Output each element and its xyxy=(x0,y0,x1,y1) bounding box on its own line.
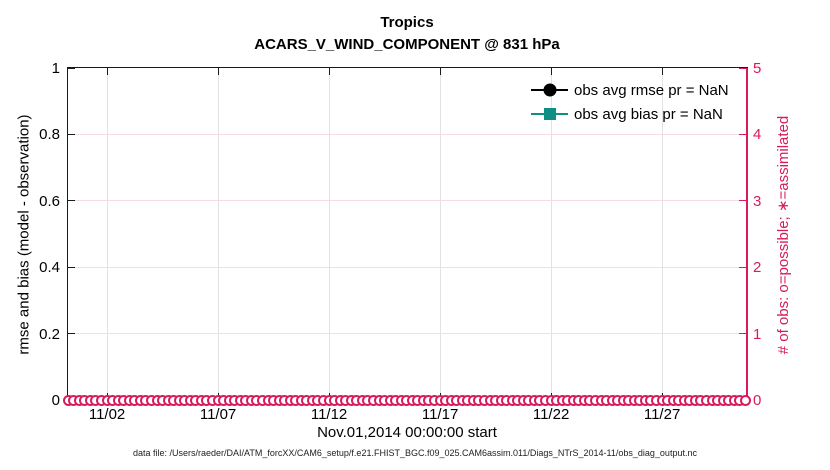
left-y-tick-label: 1 xyxy=(51,60,60,77)
y-tick-mark-left xyxy=(68,133,75,135)
legend-item-bias: obs avg bias pr = NaN xyxy=(531,102,729,126)
x-gridline xyxy=(439,68,441,400)
y-tick-mark-right xyxy=(739,67,746,69)
y-gridline xyxy=(68,266,746,268)
left-y-tick-label: 0.2 xyxy=(39,325,60,343)
left-y-tick-label: 0.4 xyxy=(39,259,60,277)
x-tick-mark-top xyxy=(328,68,330,75)
y-tick-mark-right xyxy=(739,333,746,335)
x-gridline xyxy=(550,68,552,400)
right-y-tick-label: 5 xyxy=(753,60,762,77)
y-tick-mark-left xyxy=(68,200,75,202)
x-tick-label: 11/07 xyxy=(199,406,237,423)
left-y-tick-label: 0.8 xyxy=(39,126,60,144)
legend-label-rmse: obs avg rmse pr = NaN xyxy=(574,81,729,99)
left-y-tick-label: 0.6 xyxy=(39,192,60,210)
x-gridline xyxy=(328,68,330,400)
y-gridline xyxy=(68,333,746,335)
right-axis-spine xyxy=(746,68,748,402)
rmse-line-sample xyxy=(531,83,568,97)
x-tick-mark-top xyxy=(217,68,219,75)
legend-label-bias: obs avg bias pr = NaN xyxy=(574,105,723,123)
x-gridline xyxy=(661,68,663,400)
y-tick-mark-left xyxy=(68,266,75,268)
right-y-tick-label: 1 xyxy=(753,325,762,343)
right-y-tick-label: 4 xyxy=(753,126,762,144)
legend: obs avg rmse pr = NaN obs avg bias pr = … xyxy=(531,78,729,126)
legend-item-rmse: obs avg rmse pr = NaN xyxy=(531,78,729,102)
y-tick-mark-right xyxy=(739,200,746,202)
right-y-tick-label: 2 xyxy=(753,259,762,277)
x-tick-mark-top xyxy=(106,68,108,75)
x-gridline xyxy=(106,68,108,400)
plot-title-line1: Tropics xyxy=(380,14,434,31)
x-tick-mark-top xyxy=(550,68,552,75)
right-y-tick-label: 0 xyxy=(753,392,762,409)
x-gridline xyxy=(217,68,219,400)
y-gridline xyxy=(68,133,746,135)
x-tick-label: 11/02 xyxy=(88,406,126,423)
y-tick-mark-left xyxy=(68,67,75,69)
y-tick-mark-right xyxy=(739,133,746,135)
left-y-tick-label: 0 xyxy=(51,392,60,409)
rmse-circle-marker-icon xyxy=(543,83,556,97)
bias-line-sample xyxy=(531,108,568,120)
x-tick-mark-top xyxy=(661,68,663,75)
right-y-tick-label: 3 xyxy=(753,192,762,210)
x-tick-label: 11/17 xyxy=(421,406,459,423)
data-file-caption: data file: /Users/raeder/DAI/ATM_forcXX/… xyxy=(133,448,697,458)
x-axis-label: Nov.01,2014 00:00:00 start xyxy=(317,424,497,441)
plot-title-line2: ACARS_V_WIND_COMPONENT @ 831 hPa xyxy=(254,36,560,53)
x-tick-mark-top xyxy=(439,68,441,75)
top-axis-spine xyxy=(66,66,748,68)
left-axis-spine xyxy=(66,68,68,402)
y-tick-mark-right xyxy=(739,266,746,268)
bias-square-marker-icon xyxy=(543,108,556,120)
y-tick-mark-left xyxy=(68,333,75,335)
obs-possible-marker xyxy=(739,394,751,406)
x-tick-label: 11/12 xyxy=(310,406,348,423)
x-tick-label: 11/27 xyxy=(643,406,681,423)
y-gridline xyxy=(68,200,746,202)
x-tick-label: 11/22 xyxy=(532,406,570,423)
